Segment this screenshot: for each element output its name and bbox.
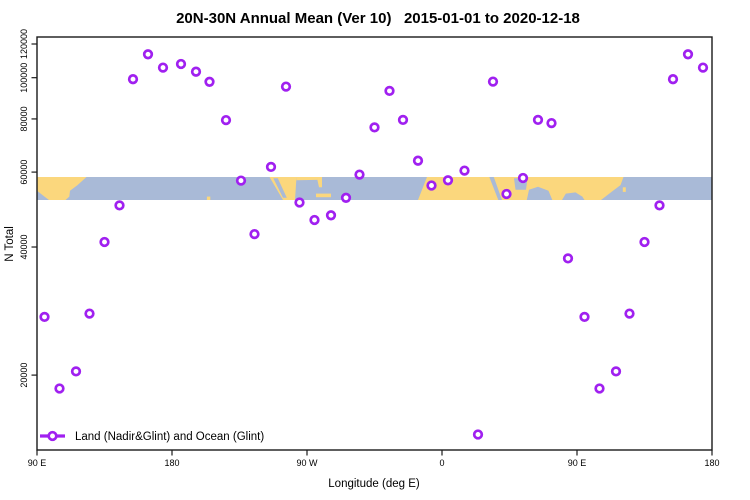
x-tick-label: 90 E xyxy=(28,458,47,468)
data-point-marker xyxy=(354,169,365,180)
data-point-marker xyxy=(412,155,424,166)
plot-border xyxy=(36,36,713,451)
x-tick-label: 90 E xyxy=(568,458,587,468)
data-point-marker xyxy=(280,81,292,92)
data-point-marker xyxy=(654,200,665,211)
x-tick-label: 180 xyxy=(704,458,719,468)
data-point-marker xyxy=(426,180,437,191)
x-tick-label: 0 xyxy=(439,458,444,468)
data-point-marker xyxy=(204,76,215,87)
data-point-marker xyxy=(265,161,277,173)
x-tick-label: 90 W xyxy=(296,458,318,468)
data-point-marker xyxy=(610,366,622,377)
data-points xyxy=(39,49,709,440)
y-tick-label: 100000 xyxy=(19,63,29,93)
land-taiwan xyxy=(622,187,626,192)
data-point-marker xyxy=(309,214,320,226)
data-point-marker xyxy=(501,188,512,200)
y-axis-title: N Total xyxy=(4,226,16,262)
map-band-20n-30n xyxy=(37,177,712,200)
land-florida xyxy=(316,177,322,188)
y-axis: 20000 40000 60000 80000 100000 120000 xyxy=(19,29,37,388)
data-point-marker xyxy=(190,66,202,77)
y-tick-label: 60000 xyxy=(19,160,29,185)
data-point-marker xyxy=(39,311,50,323)
data-point-marker xyxy=(114,200,125,211)
sea-red-sea xyxy=(489,177,502,200)
data-point-marker xyxy=(175,58,187,70)
data-point-marker xyxy=(517,172,529,184)
data-point-marker xyxy=(579,311,590,323)
data-point-marker xyxy=(639,236,650,248)
data-point-marker xyxy=(384,85,395,97)
data-point-marker xyxy=(220,114,232,126)
data-point-marker xyxy=(70,366,82,377)
data-point-marker xyxy=(294,197,305,208)
data-point-marker xyxy=(369,122,380,133)
data-point-marker xyxy=(84,308,95,319)
data-point-marker xyxy=(667,74,679,85)
data-point-marker xyxy=(127,74,139,85)
data-point-marker xyxy=(624,308,635,319)
y-tick-label: 40000 xyxy=(19,234,29,259)
land-us-gulf-coast xyxy=(296,177,322,181)
sea-gulf-of-california xyxy=(273,178,287,198)
land-cuba xyxy=(316,193,331,198)
data-point-marker xyxy=(472,429,484,440)
data-point-marker xyxy=(594,383,605,394)
x-tick-label: 180 xyxy=(164,458,179,468)
data-point-marker xyxy=(325,210,337,221)
data-point-marker xyxy=(235,175,247,186)
data-point-marker xyxy=(54,383,65,394)
data-point-marker xyxy=(562,253,574,264)
data-point-marker xyxy=(532,114,544,126)
sea-bay-of-bengal xyxy=(562,192,585,200)
data-point-marker xyxy=(340,192,352,203)
y-tick-label: 120000 xyxy=(19,29,29,59)
data-point-marker xyxy=(546,117,557,129)
data-point-marker xyxy=(142,49,154,60)
data-point-marker xyxy=(99,236,110,248)
data-point-marker xyxy=(442,175,454,186)
legend: Land (Nadir&Glint) and Ocean (Glint) xyxy=(40,430,264,443)
x-axis: 90 E 180 90 W 0 90 E 180 xyxy=(28,450,720,468)
land-hawaii xyxy=(206,196,211,200)
sea-arabian-sea xyxy=(526,186,553,200)
legend-label: Land (Nadir&Glint) and Ocean (Glint) xyxy=(75,431,264,443)
data-point-marker xyxy=(682,49,694,60)
data-point-marker xyxy=(397,114,409,126)
data-point-marker xyxy=(697,62,709,73)
y-tick-label: 80000 xyxy=(19,106,29,131)
chart-title: 20N-30N Annual Mean (Ver 10) 2015-01-01 … xyxy=(176,10,580,27)
y-tick-label: 20000 xyxy=(19,363,29,388)
data-point-marker xyxy=(487,76,499,87)
data-point-marker xyxy=(249,228,260,240)
data-point-marker xyxy=(459,165,470,176)
land-asia-east xyxy=(37,177,87,200)
x-axis-title: Longitude (deg E) xyxy=(328,478,420,490)
legend-marker-icon xyxy=(47,430,58,442)
data-point-marker xyxy=(157,62,169,73)
